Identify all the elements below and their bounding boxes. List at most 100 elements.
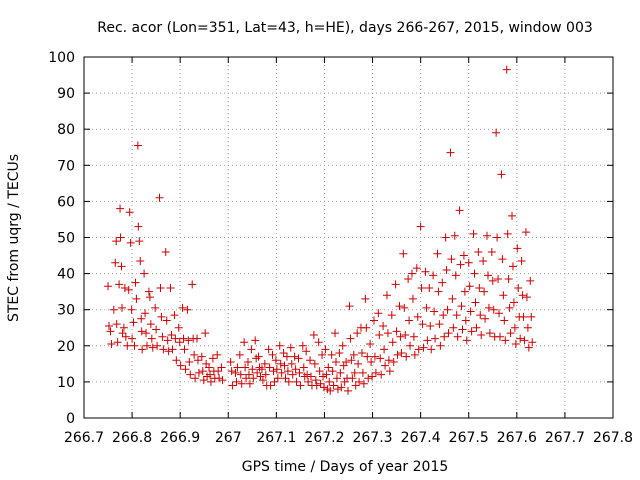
data-point	[186, 370, 195, 379]
data-point	[442, 265, 451, 274]
data-point	[427, 345, 436, 354]
data-point	[337, 383, 346, 392]
chart-title: Rec. acor (Lon=351, Lat=43, h=HE), days …	[97, 20, 593, 36]
data-point	[303, 370, 312, 379]
data-point	[453, 332, 462, 341]
data-point	[508, 211, 517, 220]
data-point	[460, 287, 469, 296]
data-point	[494, 275, 503, 284]
data-point	[137, 327, 146, 336]
data-point	[198, 367, 207, 376]
data-point	[290, 352, 299, 361]
y-tick-label: 40	[57, 267, 75, 283]
data-point	[439, 311, 448, 320]
data-point	[358, 368, 367, 377]
data-point	[495, 309, 504, 318]
data-point	[273, 374, 282, 383]
data-point	[402, 352, 411, 361]
data-point	[353, 329, 362, 338]
x-tick-label: 266.7	[64, 430, 104, 446]
data-point	[430, 307, 439, 316]
data-point	[288, 370, 297, 379]
data-point	[292, 377, 301, 386]
data-point	[248, 365, 257, 374]
data-point	[261, 370, 270, 379]
x-tick-label: 266.9	[160, 430, 200, 446]
data-point	[283, 367, 292, 376]
data-point	[493, 233, 502, 242]
x-tick-label: 267	[215, 430, 242, 446]
data-point	[197, 352, 206, 361]
data-point	[446, 148, 455, 157]
data-point	[391, 280, 400, 289]
data-point	[479, 256, 488, 265]
data-point	[260, 359, 269, 368]
data-point	[294, 354, 303, 363]
data-point	[509, 298, 518, 307]
data-point	[231, 368, 240, 377]
data-point	[312, 381, 321, 390]
data-point	[306, 356, 315, 365]
data-point	[380, 345, 389, 354]
data-point	[366, 339, 375, 348]
data-point	[444, 329, 453, 338]
data-point	[462, 336, 471, 345]
data-point	[518, 291, 527, 300]
data-point	[404, 275, 413, 284]
data-point	[304, 377, 313, 386]
data-point	[178, 303, 187, 312]
data-point	[258, 376, 267, 385]
data-point	[503, 229, 512, 238]
data-point	[279, 349, 288, 358]
data-point	[174, 323, 183, 332]
y-axis-label: STEC from uqrg / TECUs	[6, 154, 22, 322]
data-point	[112, 320, 121, 329]
data-point	[477, 330, 486, 339]
data-point	[327, 350, 336, 359]
data-point	[111, 258, 120, 267]
data-point	[271, 356, 280, 365]
data-point	[296, 381, 305, 390]
data-point	[129, 318, 138, 327]
data-point	[457, 302, 466, 311]
data-point	[156, 284, 165, 293]
data-point	[205, 370, 214, 379]
data-point	[179, 334, 188, 343]
data-point	[508, 262, 517, 271]
data-point	[349, 350, 358, 359]
data-point	[142, 329, 151, 338]
data-point	[257, 365, 266, 374]
data-point	[167, 330, 176, 339]
data-point	[172, 356, 181, 365]
data-point	[338, 341, 347, 350]
data-point	[459, 251, 468, 260]
data-point	[319, 372, 328, 381]
x-tick-label: 267.1	[256, 430, 296, 446]
data-point	[450, 231, 459, 240]
data-point	[406, 341, 415, 350]
data-point	[376, 354, 385, 363]
data-point	[109, 305, 118, 314]
data-point	[448, 294, 457, 303]
data-point	[489, 305, 498, 314]
data-point	[107, 339, 116, 348]
data-point	[502, 65, 511, 74]
data-point	[488, 276, 497, 285]
data-point	[157, 312, 166, 321]
data-point	[367, 358, 376, 367]
data-point	[275, 341, 284, 350]
data-point	[385, 367, 394, 376]
data-point	[117, 262, 126, 271]
data-point	[228, 381, 237, 390]
data-point	[344, 386, 353, 395]
data-point	[511, 339, 520, 348]
data-point	[190, 350, 199, 359]
data-point	[347, 356, 356, 365]
data-point	[158, 332, 167, 341]
data-point	[421, 267, 430, 276]
data-point	[392, 327, 401, 336]
data-point	[176, 361, 185, 370]
y-tick-label: 0	[66, 411, 75, 427]
data-point	[331, 329, 340, 338]
